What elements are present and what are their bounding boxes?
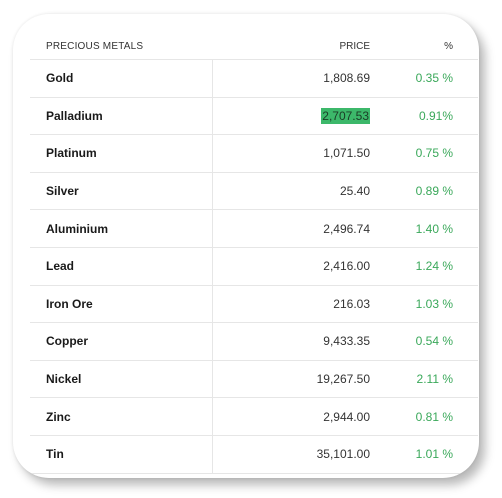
table-row[interactable]: Platinum 1,071.50 0.75 % [30, 135, 478, 173]
header-precious-metals[interactable]: PRECIOUS METALS [46, 41, 144, 52]
metal-price-value: 19,267.50 [316, 372, 370, 387]
metal-change: 1.40 % [415, 221, 453, 236]
metal-change: 0.89 % [415, 184, 453, 199]
metal-price: 35,101.00 [212, 435, 370, 473]
metal-change: 0.75 % [415, 146, 453, 161]
metal-name[interactable]: Aluminium [46, 221, 108, 236]
metal-change: 0.35 % [415, 71, 453, 86]
metal-price-value: 35,101.00 [316, 447, 370, 462]
table-row[interactable]: Tin 35,101.00 1.01 % [30, 435, 478, 474]
table-row[interactable]: Iron Ore 216.03 1.03 % [30, 285, 478, 324]
metal-name[interactable]: Platinum [46, 146, 97, 161]
table-row[interactable]: Palladium 2,707.53 0.91% [30, 97, 478, 136]
metal-change: 1.01 % [415, 447, 453, 462]
metal-name[interactable]: Nickel [46, 372, 82, 387]
header-percent-change[interactable]: % [444, 41, 453, 52]
metal-change: 2.11 % [416, 372, 453, 387]
metal-price: 216.03 [212, 285, 370, 323]
metal-change: 0.91% [418, 108, 453, 123]
metal-name[interactable]: Zinc [46, 409, 71, 424]
metals-card: PRECIOUS METALS PRICE % Gold 1,808.69 0.35… [13, 14, 479, 478]
metal-price: 2,416.00 [212, 247, 370, 285]
metal-price-value: 216.03 [333, 296, 370, 311]
metal-name[interactable]: Silver [46, 184, 79, 199]
table-row[interactable]: Aluminium 2,496.74 1.40 % [30, 210, 478, 248]
metal-change: 0.54 % [415, 334, 453, 349]
metal-name[interactable]: Lead [46, 259, 75, 274]
table-body: Gold 1,808.69 0.35 % Palladium 2,707.53 0.91%… [30, 60, 478, 474]
metals-table: PRECIOUS METALS PRICE % Gold 1,808.69 0.35… [30, 34, 478, 474]
table-row[interactable]: Lead 2,416.00 1.24 % [30, 247, 478, 286]
metal-price: 19,267.50 [212, 360, 370, 398]
metal-price: 2,496.74 [212, 210, 370, 247]
metal-price-value: 9,433.35 [323, 334, 370, 349]
metal-name[interactable]: Palladium [46, 108, 103, 123]
metal-change: 1.03 % [415, 296, 453, 311]
metal-price: 9,433.35 [212, 323, 370, 360]
metal-price: 2,707.53 [212, 97, 370, 135]
metal-name[interactable]: Gold [46, 71, 74, 86]
metal-name[interactable]: Tin [46, 447, 64, 462]
metal-change: 0.81 % [415, 409, 453, 424]
metal-price-value: 2,707.53 [321, 107, 370, 124]
metal-price-value: 1,808.69 [323, 71, 370, 86]
metal-price-value: 25.40 [339, 184, 370, 199]
header-price[interactable]: PRICE [339, 41, 370, 52]
metal-price-value: 2,944.00 [323, 409, 370, 424]
metal-price: 25.40 [212, 172, 370, 210]
table-header: PRECIOUS METALS PRICE % [30, 34, 478, 60]
metal-price-value: 2,416.00 [323, 259, 370, 274]
metal-price: 1,071.50 [212, 135, 370, 172]
metal-price: 1,808.69 [212, 60, 370, 97]
table-row[interactable]: Zinc 2,944.00 0.81 % [30, 398, 478, 436]
metal-price-value: 1,071.50 [323, 146, 370, 161]
metal-price: 2,944.00 [212, 398, 370, 435]
metal-name[interactable]: Copper [46, 334, 88, 349]
metal-price-value: 2,496.74 [323, 221, 370, 236]
table-row[interactable]: Copper 9,433.35 0.54 % [30, 323, 478, 361]
table-row[interactable]: Gold 1,808.69 0.35 % [30, 60, 478, 98]
table-row[interactable]: Silver 25.40 0.89 % [30, 172, 478, 211]
metal-change: 1.24 % [415, 259, 453, 274]
table-row[interactable]: Nickel 19,267.50 2.11 % [30, 360, 478, 399]
metal-name[interactable]: Iron Ore [46, 296, 93, 311]
